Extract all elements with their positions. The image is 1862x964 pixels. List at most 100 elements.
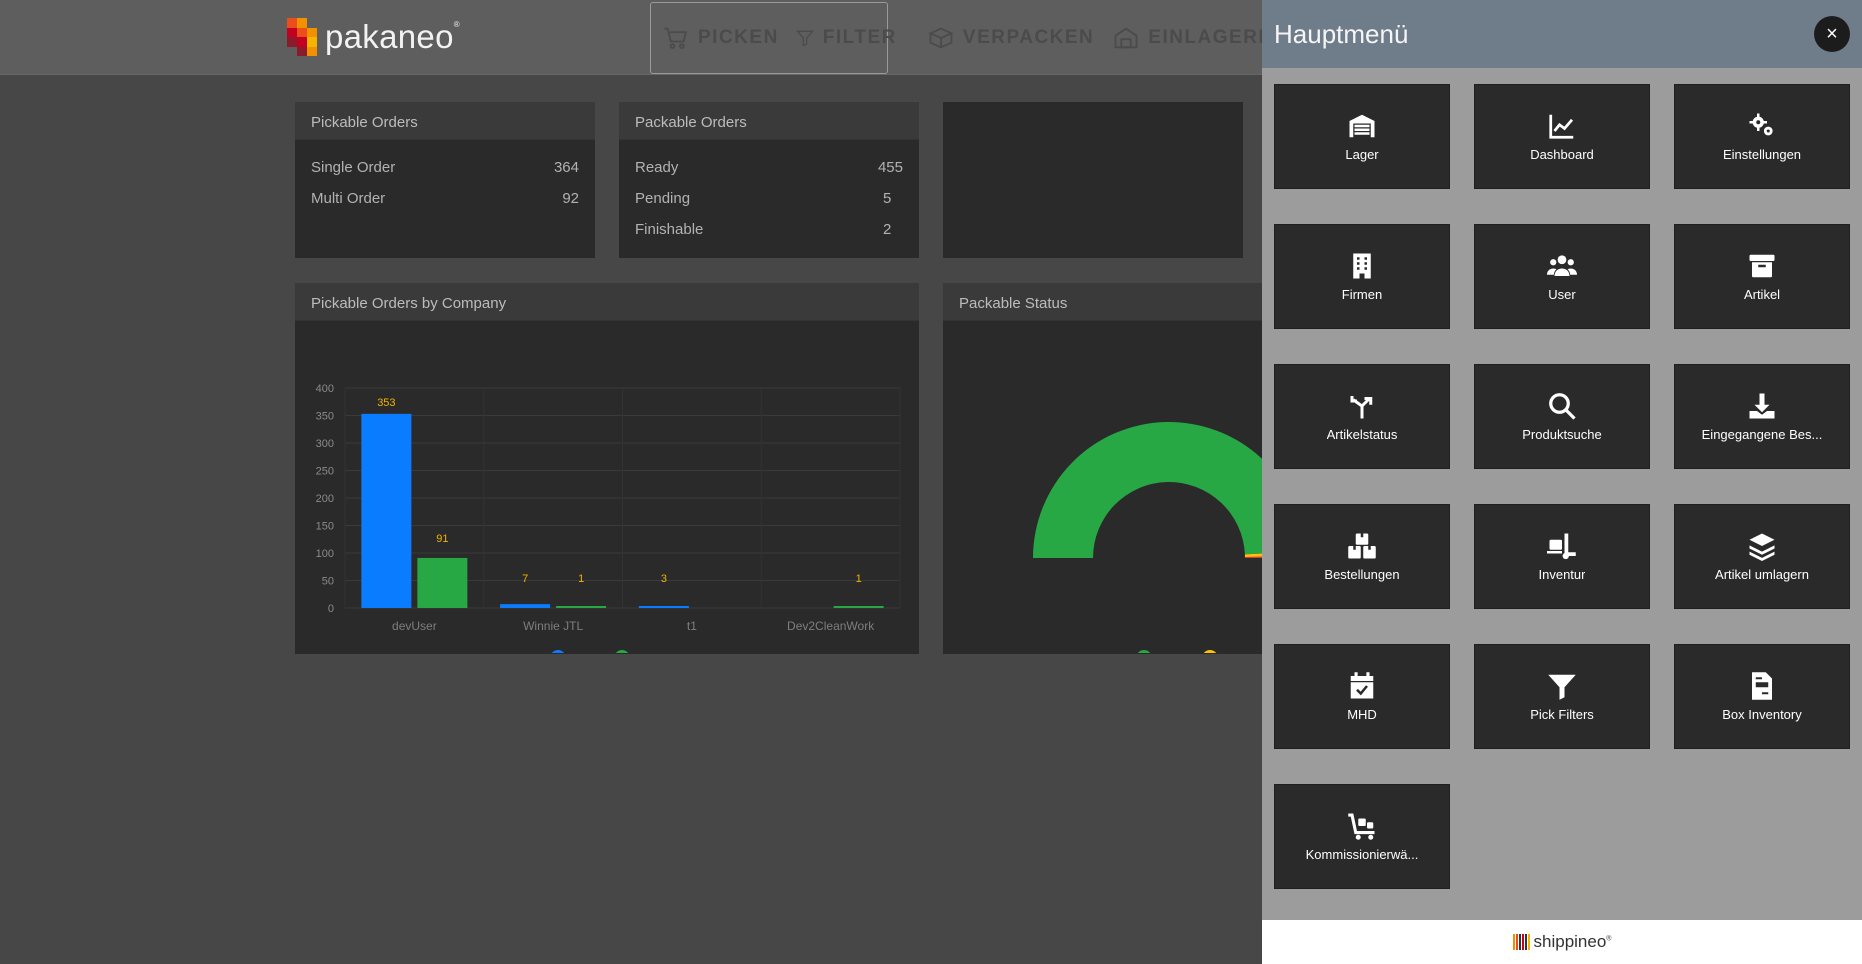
stat-value: 364 <box>553 159 579 176</box>
empty-panel <box>943 102 1243 258</box>
x-tick-label: t1 <box>687 619 697 633</box>
stat-row: Finishable 2 <box>619 214 919 245</box>
stat-row: Pending 5 <box>619 183 919 214</box>
tile-label: Einstellungen <box>1722 147 1802 162</box>
panel-title: Pickable Orders by Company <box>295 283 919 321</box>
nav-verpacken-label: VERPACKEN <box>962 27 1095 48</box>
dolly-icon <box>1547 533 1576 560</box>
tile-inventur[interactable]: Inventur <box>1474 504 1650 609</box>
data-label: 1 <box>856 573 862 585</box>
main-menu-overlay: Hauptmenü × Lager Dashboard Einstellunge… <box>1262 0 1862 964</box>
tile-artikel[interactable]: Artikel <box>1674 224 1850 329</box>
tile-einstellungen[interactable]: Einstellungen <box>1674 84 1850 189</box>
shippineo-logo-icon <box>1512 934 1530 950</box>
legend-swatch <box>1136 650 1152 666</box>
menu-tiles: Lager Dashboard Einstellungen Firmen Use… <box>1274 84 1850 889</box>
menu-footer: shippineo® <box>1262 920 1862 964</box>
nav-filter[interactable]: FILTER <box>791 2 909 74</box>
x-tick-label: Dev2CleanWork <box>787 619 875 633</box>
tile-user[interactable]: User <box>1474 224 1650 329</box>
tile-artikel-umlagern[interactable]: Artikel umlagern <box>1674 504 1850 609</box>
registered-mark: ® <box>453 20 460 29</box>
tile-label: User <box>1548 287 1576 302</box>
tile-label: Firmen <box>1341 287 1383 302</box>
data-label: 3 <box>661 573 667 585</box>
tile-box-inventory[interactable]: Box Inventory <box>1674 644 1850 749</box>
legend-swatch <box>614 650 630 666</box>
stat-row: Single Order 364 <box>295 152 595 183</box>
cart-flatbed-icon <box>1348 813 1375 840</box>
footer-brand: shippineo <box>1533 932 1607 951</box>
tile-bestellungen[interactable]: Bestellungen <box>1274 504 1450 609</box>
nav-picken[interactable]: PICKEN <box>650 2 791 74</box>
y-tick-label: 400 <box>316 383 334 395</box>
tile-label: Eingegangene Bes... <box>1701 427 1823 442</box>
menu-title: Hauptmenü <box>1274 18 1409 49</box>
store-icon <box>1114 27 1138 49</box>
tile-kommissionierwagen[interactable]: Kommissionierwä... <box>1274 784 1450 889</box>
tile-eingegangene-bestellungen[interactable]: Eingegangene Bes... <box>1674 364 1850 469</box>
boxes-icon <box>1348 533 1376 559</box>
legend-swatch <box>1202 650 1218 666</box>
main-nav: PICKEN FILTER VERPACKEN EINLAGERN <box>650 2 1286 74</box>
nav-active-outline <box>650 2 888 74</box>
legend-swatch <box>550 650 566 666</box>
tile-label: Inventur <box>1538 567 1586 582</box>
tile-label: Bestellungen <box>1324 567 1400 582</box>
archive-icon <box>1749 254 1775 278</box>
bar <box>417 557 468 608</box>
nav-einlagern-label: EINLAGERN <box>1148 27 1274 48</box>
tile-label: Lager <box>1345 147 1379 162</box>
filter-icon <box>1548 674 1576 700</box>
nav-einlagern[interactable]: EINLAGERN <box>1106 2 1285 74</box>
company-chart-panel: Pickable Orders by Company 0 50 100 150 200 2… <box>295 283 919 666</box>
x-tick-label: devUser <box>392 619 437 633</box>
stat-value: 455 <box>877 159 903 176</box>
donut-slice <box>1033 422 1305 558</box>
stat-label: Pending <box>635 190 691 207</box>
close-button[interactable]: × <box>1814 16 1850 52</box>
stat-value: 92 <box>562 190 579 207</box>
search-icon <box>1549 393 1576 420</box>
tile-artikelstatus[interactable]: Artikelstatus <box>1274 364 1450 469</box>
tile-label: Artikelstatus <box>1326 427 1398 442</box>
tile-mhd[interactable]: MHD <box>1274 644 1450 749</box>
y-tick-label: 100 <box>316 548 334 560</box>
tile-dashboard[interactable]: Dashboard <box>1474 84 1650 189</box>
data-label: 7 <box>522 573 528 585</box>
cart-icon <box>664 27 688 49</box>
bar <box>638 606 689 608</box>
tile-lager[interactable]: Lager <box>1274 84 1450 189</box>
brand-name: pakaneo <box>325 18 454 55</box>
nav-verpacken[interactable]: VERPACKEN <box>909 2 1106 74</box>
stat-label: Single Order <box>311 159 396 176</box>
y-tick-label: 200 <box>316 493 334 505</box>
chart-line-icon <box>1549 114 1574 139</box>
y-tick-label: 50 <box>322 576 334 588</box>
download-icon <box>1749 393 1775 419</box>
tile-produktsuche[interactable]: Produktsuche <box>1474 364 1650 469</box>
box-icon <box>928 27 954 49</box>
filter-icon <box>795 30 814 47</box>
y-tick-label: 350 <box>316 411 334 423</box>
layers-icon <box>1749 533 1775 561</box>
users-icon <box>1547 255 1577 276</box>
y-tick-label: 150 <box>316 521 334 533</box>
tile-pick-filters[interactable]: Pick Filters <box>1474 644 1650 749</box>
bar <box>500 604 551 608</box>
pickable-orders-panel: Pickable Orders Single Order 364 Multi O… <box>295 102 595 258</box>
tile-firmen[interactable]: Firmen <box>1274 224 1450 329</box>
building-icon <box>1353 253 1371 279</box>
y-tick-label: 300 <box>316 438 334 450</box>
brand-logo[interactable]: pakaneo® <box>287 18 460 56</box>
stat-row: Ready 455 <box>619 152 919 183</box>
file-invoice-icon <box>1752 672 1772 700</box>
tile-label: Dashboard <box>1530 147 1594 162</box>
stat-label: Ready <box>635 159 679 176</box>
legend-label: Single <box>568 651 602 653</box>
pakaneo-logo-icon <box>287 18 317 56</box>
tile-label: Artikel <box>1743 287 1781 302</box>
legend-label: Ready <box>1154 651 1189 653</box>
footer-registered-mark: ® <box>1606 935 1612 943</box>
tile-label: Pick Filters <box>1530 707 1594 722</box>
